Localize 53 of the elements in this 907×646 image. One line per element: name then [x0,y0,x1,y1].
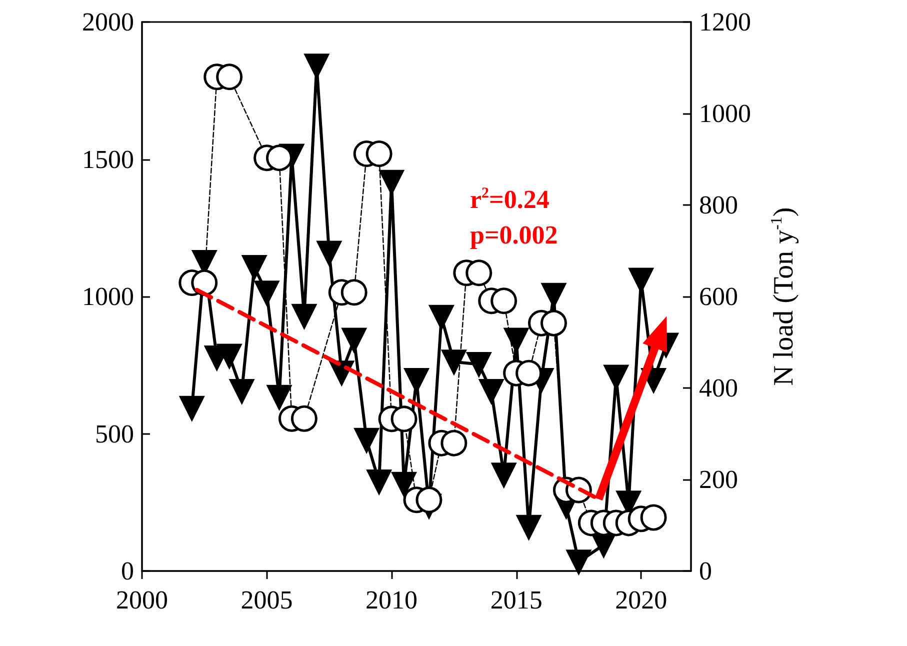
point [390,406,418,432]
point [180,396,204,420]
point [267,384,292,410]
point [392,472,416,496]
y-tick-label: 1000 [82,282,134,311]
point [542,282,566,308]
point [416,486,442,514]
point [492,462,516,488]
point [340,279,368,306]
y-tick-label: 1500 [82,144,134,174]
point [354,428,379,452]
point [366,470,392,494]
y-tick-label: 0 [121,556,134,586]
point [516,514,542,540]
x-tick-label: 2020 [615,586,668,614]
point [466,260,492,286]
point [640,504,667,531]
point [490,288,518,314]
point [216,64,243,90]
point [442,350,466,374]
point [290,405,318,432]
point [379,170,404,194]
point [440,430,468,456]
point [230,378,254,404]
y2-tick-label: 600 [699,282,738,311]
point [479,378,504,404]
y2-tick-label: 800 [699,190,738,220]
point [304,54,329,78]
x-tick-label: 2005 [240,586,293,614]
x-tick-label: 2000 [116,586,168,614]
point [217,344,242,368]
point [316,240,342,266]
point [540,310,567,336]
x-tick-label: 2010 [366,586,418,614]
point [342,328,366,352]
y2-tick-label: 400 [699,374,738,402]
y-tick-label: 500 [95,419,134,448]
point [516,360,542,386]
point [566,550,591,574]
y2-tick-label: 0 [699,556,712,586]
x-tick-label: 2015 [490,586,542,614]
point [366,140,392,168]
y2-tick-label: 200 [699,465,738,494]
y2-tick-label: 1000 [699,99,751,128]
point [466,352,492,376]
point [242,254,267,280]
point [292,304,316,328]
y2-axis-title: N load (Ton y-1) [768,207,800,386]
point [254,280,280,306]
point [429,304,454,330]
y-tick-label: 2000 [82,8,134,36]
y2-tick-label: 1200 [699,8,751,36]
annotation: p=0.002 [470,220,558,250]
